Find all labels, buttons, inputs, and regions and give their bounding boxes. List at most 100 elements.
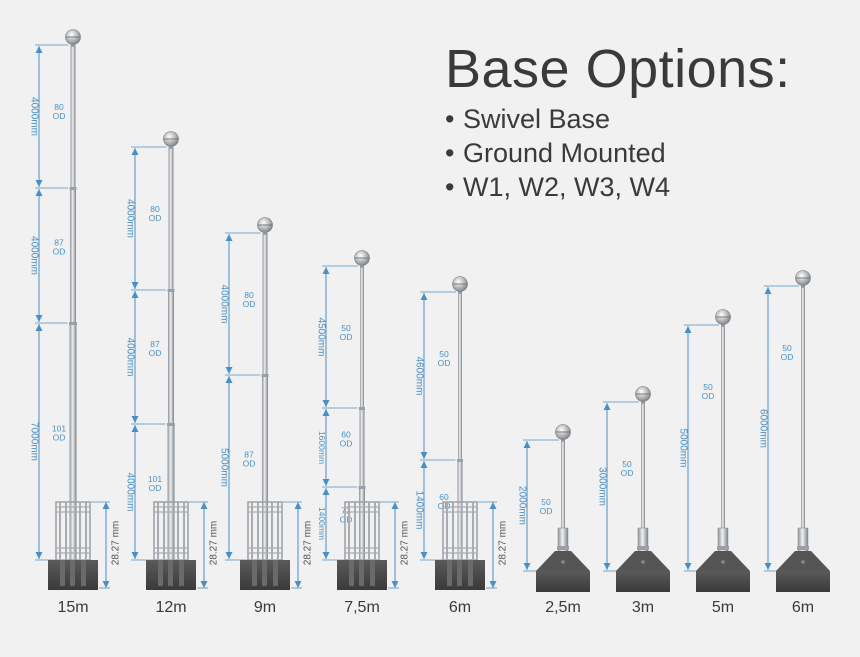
pole-segment [168,147,174,290]
od-value: 60 [439,492,449,502]
segment-length: 5000mm [677,429,688,468]
dimension-arrowhead [489,581,497,588]
pole-segment [641,402,645,571]
swivel-collar [557,546,569,550]
od-value: 80 [244,290,254,300]
dimension-arrowhead [322,488,330,495]
od-value: 50 [703,382,713,392]
od-value: 50 [541,497,551,507]
od-value: 101 [148,474,162,484]
dimension-arrowhead [35,46,43,53]
pole-segment [360,266,364,408]
dimension-arrowhead [420,461,428,468]
swivel-bolt [801,560,805,564]
od-unit: OD [340,332,353,342]
dimension-arrowhead [420,452,428,459]
swivel-bolt [721,560,725,564]
dimension-arrowhead [322,400,330,407]
option-label: W1, W2, W3, W4 [463,172,671,202]
pole-segment [359,408,365,487]
od-unit: OD [53,111,66,121]
dimension-arrowhead [131,148,139,155]
pole-height-label: 12m [155,599,186,616]
segment-length: 4000mm [124,338,135,377]
od-value: 50 [782,343,792,353]
base-anchor [81,560,86,586]
swivel-plate [616,571,670,592]
base-anchor [60,560,65,586]
od-unit: OD [243,299,256,309]
base-anchor [70,560,75,586]
segment-length: 4000mm [218,285,229,324]
dimension-arrowhead [391,581,399,588]
od-value: 80 [150,204,160,214]
option-label: Swivel Base [463,104,611,134]
od-unit: OD [781,352,794,362]
dimension-arrowhead [131,552,139,559]
dimension-arrowhead [420,293,428,300]
option-item: • Ground Mounted [445,138,666,169]
pole-segment [69,323,77,560]
segment-length: 6000mm [757,409,768,448]
pole-segment [262,233,268,375]
od-value: 50 [439,349,449,359]
swivel-bolt [561,560,565,564]
dimension-arrowhead [764,287,772,294]
dimension-arrowhead [294,581,302,588]
segment-length: 4000mm [124,473,135,512]
bullet: • [445,172,455,202]
pole-height-label: 9m [254,599,276,616]
option-item: • W1, W2, W3, W4 [445,172,670,203]
segment-length: 4000mm [124,199,135,238]
od-unit: OD [340,439,353,449]
dimension-arrowhead [294,502,302,509]
bullet: • [445,138,455,168]
page-title: Base Options: [445,39,791,99]
od-unit: OD [149,213,162,223]
segment-length: 1400mm [413,491,424,530]
od-unit: OD [438,501,451,511]
dimension-arrowhead [35,189,43,196]
od-unit: OD [540,506,553,516]
dimension-arrowhead [322,409,330,416]
pole-joint [69,187,77,190]
dimension-arrowhead [603,403,611,410]
od-value: 101 [52,424,66,434]
option-item: • Swivel Base [445,104,610,135]
segment-length: 4000mm [28,97,39,136]
base-anchor [252,560,257,586]
dimension-arrowhead [489,502,497,509]
dimension-arrowhead [603,563,611,570]
pole-segment [801,286,805,571]
dimension-arrowhead [764,563,772,570]
dimension-arrowhead [225,367,233,374]
dimension-arrowhead [684,563,692,570]
od-value: 80 [54,102,64,112]
od-unit: OD [438,358,451,368]
base-anchor [179,560,184,586]
pole-segment [458,292,462,460]
pole-joint [167,423,175,426]
option-label: Ground Mounted [463,138,666,168]
od-unit: OD [53,433,66,443]
dimension-arrowhead [225,376,233,383]
base-anchor [168,560,173,586]
dimension-arrowhead [131,291,139,298]
base-dimension: 28.27 mm [303,521,314,565]
segment-length: 4000mm [28,236,39,275]
pole-joint [457,459,463,462]
segment-length: 7000mm [28,422,39,461]
od-value: 87 [150,339,160,349]
dimension-arrowhead [131,425,139,432]
od-unit: OD [621,468,634,478]
segment-length: 3000mm [596,467,607,506]
pole-height-label: 15m [57,599,88,616]
base-dimension: 28.27 mm [209,521,220,565]
pole-height-label: 7,5m [344,599,380,616]
base-anchor [158,560,163,586]
pole-height-label: 2,5m [545,599,581,616]
swivel-plate [536,571,590,592]
pole-joint [359,407,365,410]
